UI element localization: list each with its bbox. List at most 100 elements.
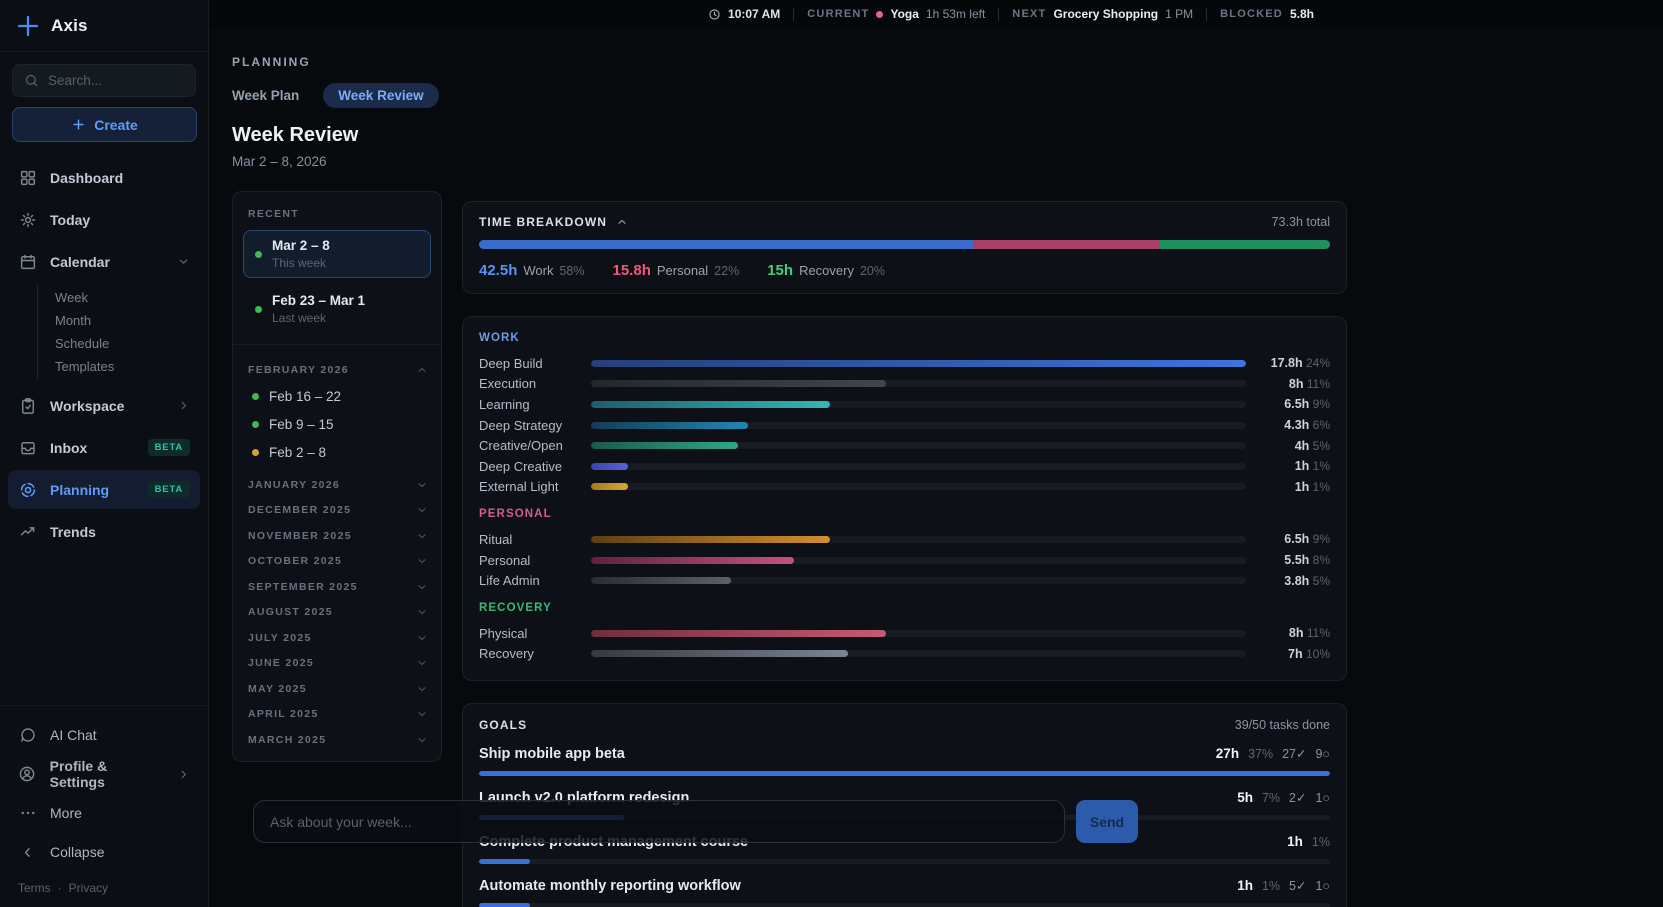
month-section[interactable]: JULY 2025 — [233, 625, 441, 651]
sidebar-nav: Dashboard Today Calendar Week Month — [0, 158, 208, 551]
sidebar-footer: AI Chat Profile & Settings More — [0, 705, 208, 907]
grid-icon — [18, 169, 37, 187]
month-label: JULY 2025 — [248, 631, 312, 644]
month-section[interactable]: MAY 2025 — [233, 676, 441, 702]
goal-done-count: 2✓ — [1289, 791, 1307, 806]
topbar-next[interactable]: NEXT Grocery Shopping 1 PM — [1012, 7, 1193, 21]
search-icon — [24, 73, 39, 88]
week-item-title: Feb 23 – Mar 1 — [272, 293, 366, 308]
category-name: Deep Strategy — [479, 417, 563, 433]
month-section[interactable]: MARCH 2025 — [233, 727, 441, 753]
month-section[interactable]: AUGUST 2025 — [233, 600, 441, 626]
send-button[interactable]: Send — [1076, 800, 1138, 843]
next-time: 1 PM — [1165, 7, 1194, 21]
group-label-recovery: RECOVERY — [479, 601, 552, 614]
month-section[interactable]: DECEMBER 2025 — [233, 498, 441, 524]
sidebar-subitem-schedule[interactable]: Schedule — [55, 336, 110, 351]
week-item[interactable]: Feb 9 – 15 — [233, 410, 441, 438]
category-row-physical: Physical 8h 11% — [479, 623, 1330, 644]
week-item[interactable]: Feb 16 – 22 — [233, 382, 441, 410]
month-label: SEPTEMBER 2025 — [248, 580, 358, 593]
topbar-blocked[interactable]: BLOCKED 5.8h — [1220, 7, 1314, 21]
week-item[interactable]: Feb 2 – 8 — [233, 438, 441, 466]
status-dot — [252, 392, 259, 400]
category-name: Learning — [479, 396, 530, 412]
chat-input[interactable] — [253, 800, 1065, 843]
week-item-current[interactable]: Mar 2 – 8 This week — [243, 230, 431, 278]
goal-item[interactable]: Automate monthly reporting workflow 1h 1… — [479, 878, 1330, 907]
group-label-personal: PERSONAL — [479, 508, 552, 521]
category-row-external-light: External Light 1h 1% — [479, 477, 1330, 498]
current-task: Yoga — [890, 7, 919, 21]
sidebar-item-today[interactable]: Today — [8, 200, 200, 239]
month-section[interactable]: NOVEMBER 2025 — [233, 523, 441, 549]
trend-up-icon — [18, 523, 37, 541]
create-button-label: Create — [94, 116, 138, 133]
goal-stats: 1h 1% — [1287, 834, 1330, 849]
category-row-personal: Personal 5.5h 8% — [479, 550, 1330, 571]
tab-week-plan[interactable]: Week Plan — [232, 87, 300, 103]
goal-done-count: 27✓ — [1282, 747, 1307, 762]
sidebar-item-workspace[interactable]: Workspace — [8, 386, 200, 425]
topbar-clock: 10:07 AM — [708, 7, 780, 21]
sidebar-subitem-week[interactable]: Week — [55, 290, 88, 305]
month-section[interactable]: JUNE 2025 — [233, 651, 441, 677]
sidebar-item-ai-chat[interactable]: AI Chat — [8, 717, 200, 753]
sidebar-item-calendar[interactable]: Calendar — [8, 242, 200, 281]
tab-week-review[interactable]: Week Review — [323, 82, 439, 108]
sidebar-item-more[interactable]: More — [8, 795, 200, 831]
goal-stats: 1h 1% 5✓ 1○ — [1237, 878, 1330, 893]
legend-hours: 42.5h — [479, 262, 518, 279]
plus-icon — [71, 117, 86, 132]
goal-hours: 27h — [1215, 746, 1240, 762]
user-circle-icon — [18, 765, 37, 783]
goal-progress-bar — [479, 771, 1330, 777]
sidebar-item-trends[interactable]: Trends — [8, 512, 200, 551]
month-section[interactable]: SEPTEMBER 2025 — [233, 574, 441, 600]
current-status-dot — [876, 10, 884, 18]
chevron-down-icon — [416, 530, 428, 542]
legend-hours: 15.8h — [612, 262, 651, 279]
category-value: 17.8h 24% — [1270, 356, 1330, 371]
privacy-link[interactable]: Privacy — [68, 881, 109, 895]
week-item-title: Feb 9 – 15 — [269, 416, 334, 432]
sidebar-item-label: Trends — [50, 523, 96, 540]
category-value: 4h 5% — [1294, 438, 1330, 453]
search-input[interactable] — [12, 64, 225, 97]
month-section[interactable]: JANUARY 2026 — [233, 472, 441, 498]
month-section[interactable]: APRIL 2025 — [233, 702, 441, 728]
sidebar-item-planning[interactable]: Planning BETA — [8, 470, 200, 509]
sidebar-item-profile-settings[interactable]: Profile & Settings — [8, 756, 200, 792]
goal-hours: 1h — [1287, 834, 1303, 850]
personal-segment — [972, 240, 1160, 249]
category-name: Ritual — [479, 531, 513, 547]
sidebar-item-collapse[interactable]: Collapse — [8, 834, 200, 870]
clock-icon — [708, 8, 721, 21]
sidebar-subitem-templates[interactable]: Templates — [55, 359, 115, 374]
goal-item[interactable]: Ship mobile app beta 27h 37% 27✓ 9○ — [479, 746, 1330, 777]
month-label: NOVEMBER 2025 — [248, 529, 352, 542]
collapse-chevron-icon[interactable] — [616, 216, 628, 228]
terms-link[interactable]: Terms — [18, 881, 51, 895]
total-hours: 73.3h total — [1271, 215, 1330, 229]
goal-progress-bar — [479, 903, 1330, 907]
category-bar — [591, 556, 1246, 564]
target-icon — [18, 481, 37, 499]
sidebar-item-inbox[interactable]: Inbox BETA — [8, 428, 200, 467]
create-button[interactable]: Create — [12, 107, 197, 142]
search-field[interactable] — [48, 73, 225, 88]
category-bar — [591, 442, 1246, 450]
time-breakdown-title: TIME BREAKDOWN — [479, 215, 608, 229]
week-item-last[interactable]: Feb 23 – Mar 1 Last week — [243, 285, 431, 333]
month-label: MARCH 2025 — [248, 733, 327, 746]
month-section-february-2026[interactable]: FEBRUARY 2026 — [233, 358, 441, 382]
sidebar-subitem-month[interactable]: Month — [55, 313, 92, 328]
sidebar-item-dashboard[interactable]: Dashboard — [8, 158, 200, 197]
goal-stats: 27h 37% 27✓ 9○ — [1216, 746, 1330, 761]
status-dot — [252, 448, 259, 456]
legend-work: 42.5h Work 58% — [479, 262, 585, 279]
category-value: 8h 11% — [1288, 376, 1330, 391]
topbar-current[interactable]: CURRENT Yoga 1h 53m left — [807, 7, 985, 21]
month-label: MAY 2025 — [248, 682, 307, 695]
month-section[interactable]: OCTOBER 2025 — [233, 549, 441, 575]
